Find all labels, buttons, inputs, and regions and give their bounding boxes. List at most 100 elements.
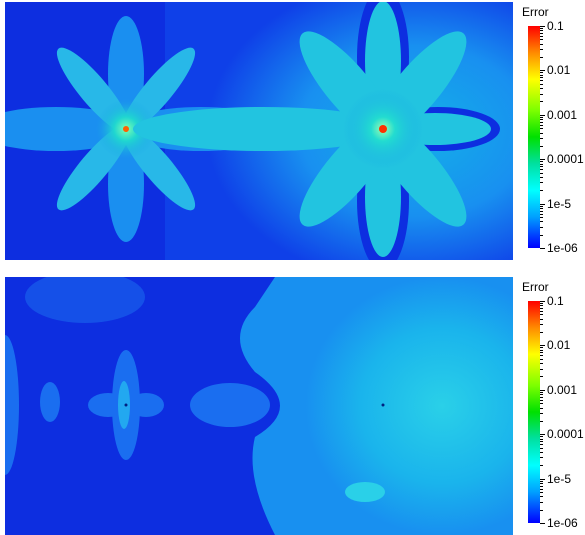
colorbar-tick <box>540 115 545 116</box>
colorbar-tick-label: 0.0001 <box>547 152 584 166</box>
bottom-panel: Error 0.1 0.01 0.001 0.0001 1e-5 1e-06 <box>0 277 585 535</box>
colorbar-minor-tick <box>540 30 543 32</box>
colorbar-legend-bottom: Error 0.1 0.01 0.001 0.0001 1e-5 1e-06 <box>517 277 585 535</box>
colorbar-minor-tick <box>540 28 543 29</box>
colorbar-tick-label: 1e-5 <box>547 472 572 486</box>
colorbar-minor-tick <box>540 347 543 349</box>
colorbar-minor-tick <box>540 492 543 493</box>
error-field-plot-bottom <box>5 277 513 535</box>
colorbar-tick <box>540 204 545 205</box>
colorbar-tick-label: 0.01 <box>547 63 571 77</box>
colorbar-minor-tick <box>540 190 543 192</box>
colorbar-minor-tick <box>540 88 543 90</box>
colorbar-minor-tick <box>540 138 543 139</box>
colorbar-minor-tick <box>540 318 543 320</box>
colorbar-minor-tick <box>540 161 543 163</box>
colorbar-tick-label: 1e-06 <box>547 516 578 530</box>
colorbar-minor-tick <box>540 101 543 103</box>
colorbar-minor-tick <box>540 363 543 365</box>
colorbar-minor-tick <box>540 205 543 207</box>
colorbar-minor-tick <box>540 305 543 307</box>
colorbar-minor-tick <box>540 324 543 326</box>
colorbar-minor-tick <box>540 332 543 333</box>
colorbar-minor-tick <box>540 39 543 41</box>
colorbar-legend-top: Error 0.1 0.01 0.001 0.0001 1e-5 1e-06 <box>517 2 585 260</box>
colorbar-minor-tick <box>540 394 543 396</box>
colorbar-minor-tick <box>540 391 543 393</box>
colorbar-tick-label: 1e-06 <box>547 241 578 255</box>
colorbar-minor-tick <box>540 72 543 74</box>
colorbar-tick <box>540 479 545 480</box>
colorbar-minor-tick <box>540 80 543 82</box>
colorbar-minor-tick <box>540 358 543 360</box>
colorbar-tick <box>540 26 545 27</box>
colorbar-tick <box>540 159 545 160</box>
colorbar-minor-tick <box>540 172 543 174</box>
colorbar-minor-tick <box>540 310 543 312</box>
colorbar-minor-tick <box>540 43 543 45</box>
colorbar-tick <box>540 301 545 302</box>
colorbar-minor-tick <box>540 226 543 228</box>
colorbar-tick <box>540 434 545 435</box>
colorbar-minor-tick <box>540 496 543 498</box>
colorbar-title: Error <box>522 5 549 19</box>
colorbar-minor-tick <box>540 145 543 147</box>
error-field-plot-top <box>5 2 513 260</box>
colorbar-minor-tick <box>540 368 543 370</box>
colorbar-tick <box>540 345 545 346</box>
colorbar-minor-tick <box>540 307 543 309</box>
colorbar-minor-tick <box>540 163 543 165</box>
colorbar-minor-tick <box>540 234 543 236</box>
colorbar-minor-tick <box>540 57 543 58</box>
colorbar-minor-tick <box>540 119 543 121</box>
colorbar-minor-tick <box>540 132 543 134</box>
colorbar-minor-tick <box>540 128 543 130</box>
colorbar-tick-label: 0.001 <box>547 383 578 397</box>
colorbar-minor-tick <box>540 210 543 212</box>
colorbar-tick-label: 0.1 <box>547 294 564 308</box>
colorbar-tick <box>540 248 545 249</box>
colorbar-tick <box>540 390 545 391</box>
colorbar-minor-tick <box>540 176 543 178</box>
colorbar-minor-tick <box>540 314 543 316</box>
colorbar-minor-tick <box>540 509 543 511</box>
colorbar-minor-tick <box>540 121 543 123</box>
colorbar-minor-tick <box>540 465 543 467</box>
colorbar-minor-tick <box>540 213 543 215</box>
colorbar-minor-tick <box>540 217 543 218</box>
colorbar-minor-tick <box>540 420 543 422</box>
colorbar-minor-tick <box>540 303 543 304</box>
colorbar-minor-tick <box>540 32 543 34</box>
colorbar-minor-tick <box>540 438 543 440</box>
colorbar-minor-tick <box>540 399 543 401</box>
colorbar-minor-tick <box>540 221 543 223</box>
colorbar-minor-tick <box>540 182 543 184</box>
colorbar-minor-tick <box>540 355 543 357</box>
colorbar-minor-tick <box>540 451 543 453</box>
colorbar-minor-tick <box>540 124 543 126</box>
colorbar-minor-tick <box>540 207 543 209</box>
colorbar-minor-tick <box>540 169 543 171</box>
colorbar-minor-tick <box>540 441 543 443</box>
colorbar-gradient <box>528 26 540 248</box>
colorbar-minor-tick <box>540 166 543 168</box>
colorbar-minor-tick <box>540 49 543 51</box>
colorbar-tick <box>540 523 545 524</box>
colorbar-minor-tick <box>540 74 543 76</box>
colorbar-minor-tick <box>540 396 543 398</box>
colorbar-minor-tick <box>540 485 543 487</box>
colorbar-tick-label: 0.01 <box>547 338 571 352</box>
colorbar-minor-tick <box>540 376 543 378</box>
colorbar-tick-label: 0.001 <box>547 108 578 122</box>
colorbar-tick-label: 0.1 <box>547 19 564 33</box>
colorbar-minor-tick <box>540 83 543 85</box>
colorbar-minor-tick <box>540 116 543 118</box>
colorbar-title: Error <box>522 280 549 294</box>
colorbar-minor-tick <box>540 352 543 354</box>
colorbar-minor-tick <box>540 413 543 414</box>
colorbar-minor-tick <box>540 480 543 482</box>
colorbar-minor-tick <box>540 457 543 459</box>
colorbar-minor-tick <box>540 436 543 438</box>
colorbar-minor-tick <box>540 35 543 37</box>
colorbar-minor-tick <box>540 501 543 503</box>
